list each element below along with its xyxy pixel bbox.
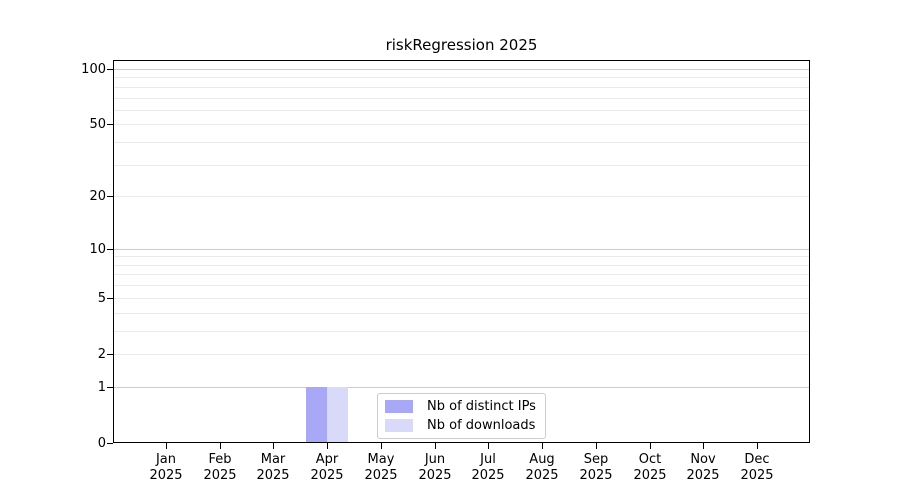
x-tick-label: May 2025 <box>351 452 411 484</box>
y-tick-label: 10 <box>89 242 106 257</box>
month-label: Mar <box>260 452 286 467</box>
x-tick-mark <box>381 443 382 449</box>
y-tick-mark <box>107 249 113 250</box>
y-tick-label: 20 <box>89 189 106 204</box>
y-gridline-minor <box>114 98 809 99</box>
year-label: 2025 <box>310 468 344 483</box>
y-gridline-minor <box>114 110 809 111</box>
x-tick-mark <box>327 443 328 449</box>
legend-row-downloads: Nb of downloads <box>385 418 536 433</box>
month-label: Apr <box>315 452 339 467</box>
month-label: Sep <box>583 452 609 467</box>
y-gridline-minor <box>114 313 809 314</box>
y-tick-mark <box>107 443 113 444</box>
year-label: 2025 <box>418 468 452 483</box>
distinct-ips-swatch <box>385 400 413 413</box>
y-tick-label: 50 <box>89 117 106 132</box>
x-tick-mark <box>273 443 274 449</box>
legend-label-distinct-ips: Nb of distinct IPs <box>427 399 536 414</box>
month-label: Jan <box>155 452 177 467</box>
y-gridline-minor <box>114 354 809 355</box>
y-gridline-minor <box>114 274 809 275</box>
y-gridline-minor <box>114 331 809 332</box>
x-tick-label: Nov 2025 <box>673 452 733 484</box>
month-label: May <box>367 452 395 467</box>
bar-downloads <box>327 387 348 443</box>
month-label: Aug <box>529 452 555 467</box>
legend-row-distinct-ips: Nb of distinct IPs <box>385 399 536 414</box>
year-label: 2025 <box>364 468 398 483</box>
year-label: 2025 <box>149 468 183 483</box>
y-gridline-minor <box>114 265 809 266</box>
legend: Nb of distinct IPs Nb of downloads <box>377 393 546 439</box>
month-label: Oct <box>638 452 662 467</box>
x-tick-mark <box>757 443 758 449</box>
y-tick-label: 1 <box>97 380 106 395</box>
y-tick-mark <box>107 69 113 70</box>
y-gridline-minor <box>114 165 809 166</box>
x-tick-label: Oct 2025 <box>620 452 680 484</box>
x-tick-label: Jun 2025 <box>405 452 465 484</box>
y-tick-label: 2 <box>97 347 106 362</box>
year-label: 2025 <box>203 468 237 483</box>
y-tick-label: 100 <box>81 62 106 77</box>
y-gridline-minor <box>114 298 809 299</box>
x-tick-mark <box>703 443 704 449</box>
x-tick-mark <box>596 443 597 449</box>
plot-border <box>113 60 810 443</box>
month-label: Jun <box>424 452 446 467</box>
y-tick-mark <box>107 387 113 388</box>
x-tick-mark <box>542 443 543 449</box>
x-tick-label: Feb 2025 <box>190 452 250 484</box>
year-label: 2025 <box>579 468 613 483</box>
y-tick-mark <box>107 196 113 197</box>
x-tick-mark <box>435 443 436 449</box>
y-tick-mark <box>107 298 113 299</box>
month-label: Dec <box>744 452 770 467</box>
y-tick-mark <box>107 124 113 125</box>
y-gridline-minor <box>114 87 809 88</box>
y-gridline-major <box>114 249 809 250</box>
chart-title: riskRegression 2025 <box>385 36 538 54</box>
year-label: 2025 <box>740 468 774 483</box>
bar-distinct-ips <box>306 387 327 443</box>
x-tick-label: Jul 2025 <box>458 452 518 484</box>
x-tick-mark <box>220 443 221 449</box>
y-gridline-minor <box>114 142 809 143</box>
year-label: 2025 <box>686 468 720 483</box>
year-label: 2025 <box>256 468 290 483</box>
month-label: Feb <box>208 452 232 467</box>
y-gridline-minor <box>114 124 809 125</box>
year-label: 2025 <box>525 468 559 483</box>
x-tick-mark <box>650 443 651 449</box>
y-gridline-minor <box>114 285 809 286</box>
x-tick-mark <box>166 443 167 449</box>
x-tick-label: Sep 2025 <box>566 452 626 484</box>
x-tick-label: Dec 2025 <box>727 452 787 484</box>
legend-label-downloads: Nb of downloads <box>427 418 536 433</box>
y-gridline-major <box>114 387 809 388</box>
month-label: Jul <box>480 452 496 467</box>
x-tick-label: Apr 2025 <box>297 452 357 484</box>
x-tick-label: Aug 2025 <box>512 452 572 484</box>
y-gridline-minor <box>114 196 809 197</box>
x-tick-label: Mar 2025 <box>243 452 303 484</box>
month-label: Nov <box>690 452 716 467</box>
y-gridline-minor <box>114 256 809 257</box>
y-gridline-major <box>114 69 809 70</box>
year-label: 2025 <box>633 468 667 483</box>
year-label: 2025 <box>471 468 505 483</box>
x-tick-mark <box>488 443 489 449</box>
downloads-swatch <box>385 419 413 432</box>
y-tick-label: 5 <box>97 291 106 306</box>
y-tick-label: 0 <box>97 436 106 451</box>
y-tick-mark <box>107 354 113 355</box>
y-gridline-minor <box>114 77 809 78</box>
x-tick-label: Jan 2025 <box>136 452 196 484</box>
